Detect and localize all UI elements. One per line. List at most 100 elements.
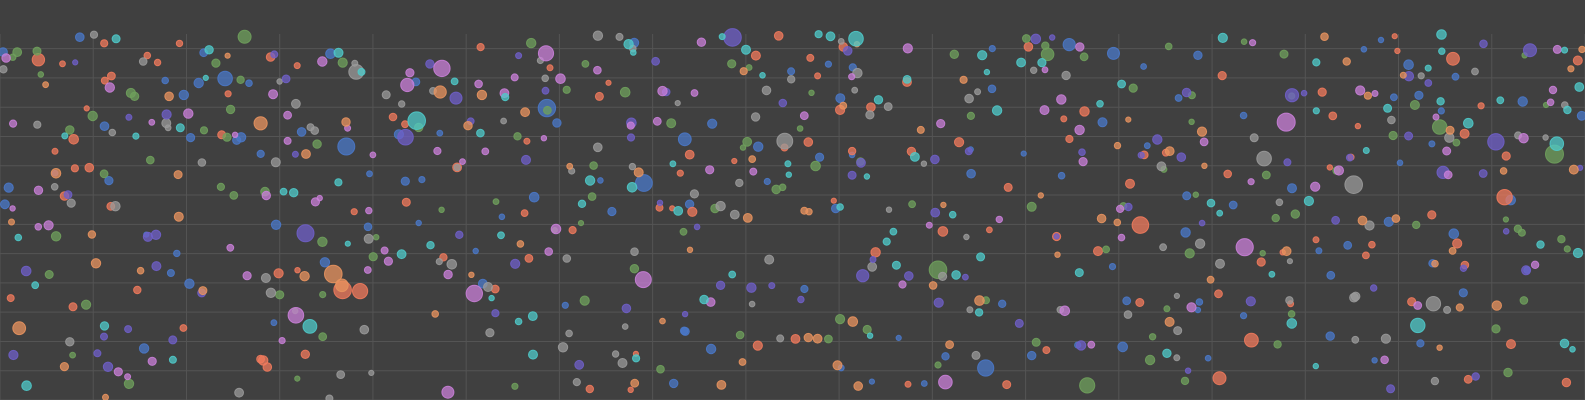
scatter-point	[306, 123, 315, 132]
scatter-point	[1049, 34, 1056, 41]
scatter-point	[690, 89, 699, 97]
scatter-point	[904, 271, 914, 281]
scatter-point	[1569, 346, 1576, 353]
scatter-point	[107, 71, 116, 81]
scatter-point	[851, 86, 859, 94]
scatter-point	[1448, 228, 1460, 239]
scatter-point	[1093, 246, 1103, 257]
scatter-point	[954, 137, 965, 148]
scatter-point	[474, 79, 483, 89]
scatter-point	[1065, 134, 1074, 144]
scatter-point	[626, 121, 635, 130]
scatter-point	[705, 165, 715, 175]
scatter-point	[433, 146, 442, 156]
scatter-point	[1546, 98, 1555, 107]
scatter-point	[1502, 216, 1510, 223]
scatter-point	[1281, 246, 1292, 257]
scatter-point	[995, 215, 1003, 224]
scatter-point	[31, 281, 40, 290]
scatter-point	[1519, 296, 1529, 305]
scatter-point	[476, 128, 485, 138]
scatter-point	[659, 317, 666, 325]
scatter-point	[449, 91, 463, 105]
scatter-point	[814, 72, 822, 80]
scatter-point	[1574, 82, 1585, 92]
scatter-point	[1362, 251, 1370, 260]
scatter-point	[485, 328, 495, 338]
scatter-point	[20, 265, 32, 277]
scatter-point	[1436, 97, 1445, 106]
scatter-point	[89, 30, 99, 39]
scatter-point	[42, 81, 49, 89]
scatter-point	[1458, 288, 1468, 298]
scatter-point	[749, 167, 758, 176]
scatter-point	[61, 132, 69, 140]
scatter-point	[1502, 228, 1510, 235]
scatter-point	[401, 120, 409, 129]
scatter-point	[124, 325, 133, 334]
scatter-point	[623, 39, 634, 50]
scatter-point	[294, 375, 301, 382]
scatter-point	[1206, 198, 1216, 208]
scatter-point	[1173, 326, 1183, 336]
scatter-point	[587, 192, 597, 201]
scatter-point	[1430, 376, 1440, 386]
scatter-point	[1428, 140, 1436, 148]
scatter-point	[597, 177, 604, 184]
scatter-point	[727, 59, 737, 69]
scatter-point	[1412, 220, 1421, 230]
scatter-point	[1459, 264, 1468, 272]
scatter-point	[684, 149, 695, 160]
scatter-point	[1261, 170, 1271, 180]
scatter-point	[748, 300, 756, 308]
scatter-point	[735, 178, 744, 188]
scatter-point	[1096, 100, 1104, 108]
scatter-point	[562, 85, 571, 94]
scatter-point	[1039, 105, 1050, 116]
scatter-point	[299, 271, 310, 282]
scatter-point	[1563, 245, 1571, 253]
scatter-point	[164, 124, 172, 132]
scatter-point	[1107, 46, 1120, 60]
scatter-point	[520, 107, 530, 118]
scatter-point	[750, 50, 761, 61]
scatter-point	[561, 301, 569, 309]
scatter-point	[1363, 91, 1373, 100]
scatter-point	[217, 70, 233, 87]
scatter-point	[1286, 258, 1294, 265]
scatter-point	[866, 332, 874, 339]
scatter-point	[132, 132, 140, 140]
scatter-point	[102, 393, 109, 400]
scatter-point	[8, 349, 19, 361]
scatter-point	[1442, 146, 1452, 156]
scatter-point	[225, 104, 236, 115]
scatter-point	[296, 224, 315, 243]
scatter-point	[568, 226, 577, 235]
scatter-point	[1360, 46, 1368, 53]
scatter-point	[808, 89, 815, 97]
scatter-point	[12, 321, 27, 336]
scatter-point	[742, 213, 753, 223]
scatter-point	[104, 82, 116, 93]
scatter-point	[803, 332, 813, 343]
scatter-point	[1496, 189, 1513, 206]
scatter-point	[153, 58, 162, 67]
scatter-point	[380, 246, 389, 255]
scatter-point	[66, 198, 76, 208]
scatter-point	[611, 350, 620, 358]
scatter-point	[133, 285, 142, 295]
scatter-point	[773, 31, 784, 41]
scatter-point	[925, 221, 933, 229]
scatter-point	[729, 209, 740, 220]
scatter-point	[630, 49, 637, 56]
scatter-point	[50, 231, 62, 242]
scatter-point	[1215, 258, 1225, 269]
scatter-point	[369, 151, 377, 159]
scatter-point	[441, 385, 455, 399]
scatter-point	[99, 169, 109, 179]
scatter-point	[1424, 79, 1433, 87]
scatter-point	[138, 57, 148, 66]
scatter-point	[324, 264, 343, 284]
scatter-point	[1491, 300, 1503, 311]
scatter-point	[1370, 284, 1378, 292]
